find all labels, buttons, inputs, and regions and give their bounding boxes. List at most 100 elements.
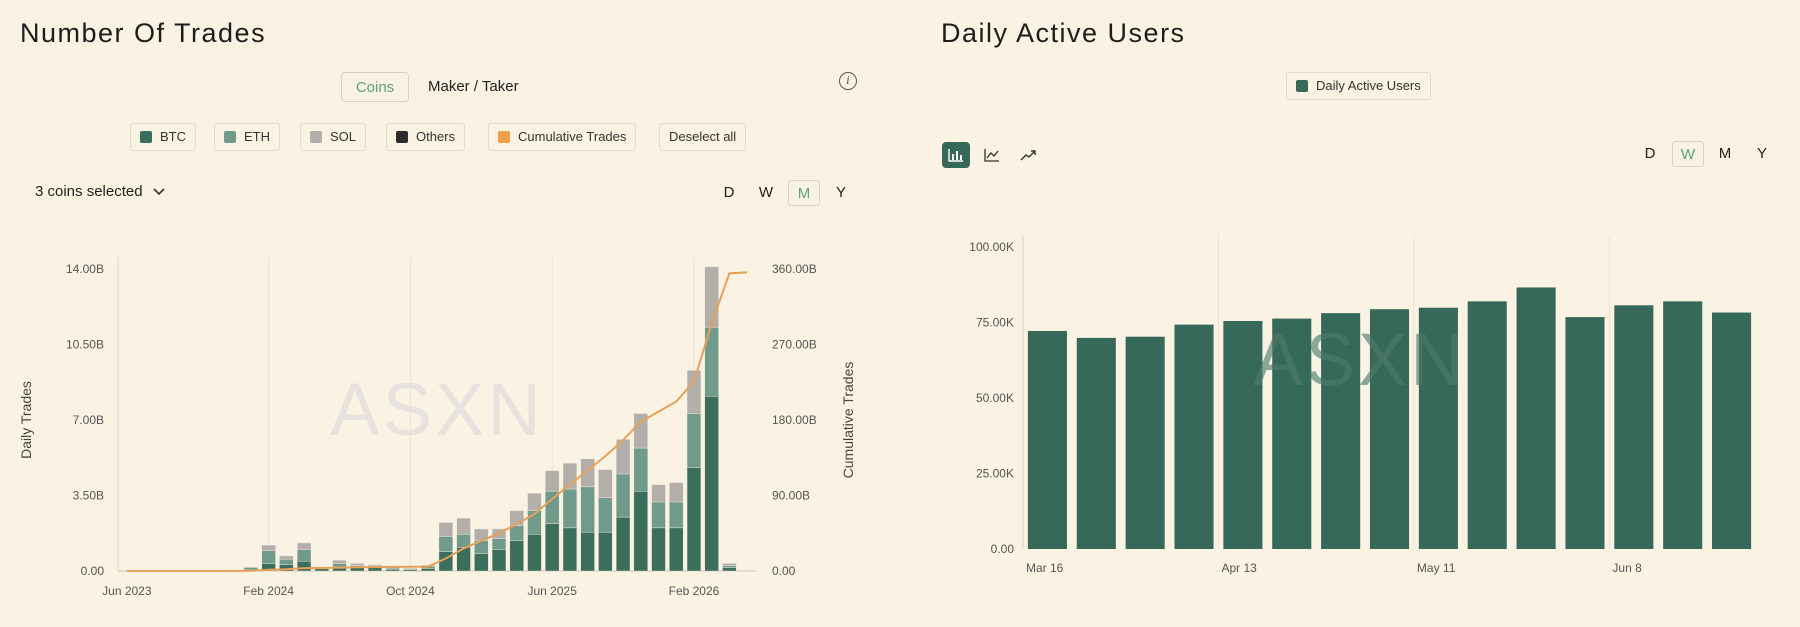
bar-daily-active-users [1076, 337, 1116, 549]
bar-daily-active-users [1321, 313, 1361, 549]
bar-daily-active-users [1369, 309, 1410, 549]
bar-btc [633, 490, 648, 572]
y-tick-label: 75.00K [976, 316, 1014, 330]
bar-daily-active-users [1272, 318, 1312, 549]
y-tick-label: 50.00K [976, 391, 1014, 405]
dau-chart: 0.00 25.00K 50.00K 75.00K 100.00K Mar 16 Apr 1… [969, 235, 1752, 575]
bar-chart-button[interactable] [942, 142, 970, 168]
bar-daily-active-users [1565, 317, 1605, 549]
bar-eth [562, 488, 578, 529]
bar-btc [704, 396, 719, 572]
bar-daily-active-users [1712, 312, 1752, 549]
line-chart-button[interactable] [978, 142, 1006, 168]
period-y[interactable]: Y [835, 184, 846, 201]
bar-daily-active-users [1125, 336, 1165, 549]
bar-sol [669, 482, 684, 503]
period-d[interactable]: D [723, 184, 735, 201]
bar-btc [722, 567, 737, 572]
bar-btc [509, 540, 524, 572]
bar-sol [580, 458, 595, 488]
bar-sol [243, 566, 259, 568]
x-tick-label: Feb 2024 [243, 584, 294, 598]
bar-sol [633, 413, 648, 449]
bar-sol [651, 484, 666, 503]
coin-selector-dropdown[interactable]: 3 coins selected [35, 183, 165, 200]
bar-eth [633, 447, 648, 492]
info-icon[interactable]: i [839, 72, 857, 90]
legend-cumulative[interactable]: Cumulative Trades [488, 123, 637, 151]
chevron-down-icon [153, 187, 165, 195]
bar-btc [545, 523, 560, 572]
period-w[interactable]: W [758, 184, 774, 201]
y2-tick-label: 180.00B [772, 413, 817, 427]
bar-sol [527, 493, 542, 511]
bar-btc [491, 549, 507, 572]
deselect-all-button[interactable]: Deselect all [659, 123, 747, 151]
legend-label: BTC [160, 129, 186, 144]
bar-sol [722, 563, 737, 566]
bar-eth [491, 538, 507, 550]
y-tick-label: 0.00 [991, 542, 1015, 556]
bar-sol [403, 567, 418, 570]
bar-eth [580, 486, 595, 533]
trend-button[interactable] [1014, 142, 1042, 168]
y-tick-label: 14.00B [66, 262, 104, 276]
y-axis-title: Daily Trades [18, 381, 34, 459]
tab-maker-taker[interactable]: Maker / Taker [428, 78, 519, 95]
legend-btc[interactable]: BTC [130, 123, 196, 151]
bar-eth [651, 501, 666, 529]
x-tick-label: Jun 8 [1612, 561, 1642, 575]
period-m[interactable]: M [1718, 145, 1732, 162]
bar-btc [598, 531, 613, 572]
tab-coins[interactable]: Coins [341, 72, 409, 102]
x-tick-label: Jun 2023 [102, 584, 152, 598]
period-m[interactable]: M [788, 180, 820, 206]
watermark-overlay: ASXN [1253, 318, 1467, 401]
legend-others[interactable]: Others [386, 123, 466, 151]
bar-eth [722, 565, 737, 568]
x-tick-label: Apr 13 [1221, 561, 1257, 575]
bar-btc [527, 534, 542, 572]
watermark: ASXN [330, 368, 544, 451]
bar-sol [367, 564, 383, 566]
bar-eth [598, 497, 613, 533]
bar-sol [438, 522, 453, 537]
bar-daily-active-users [1174, 324, 1214, 549]
trades-panel: Number Of Trades Coins Maker / Taker i B… [0, 0, 880, 627]
y2-tick-label: 360.00B [772, 262, 817, 276]
y-tick-label: 100.00K [969, 240, 1014, 254]
legend-label: Others [416, 129, 456, 144]
x-tick-label: Oct 2024 [386, 584, 435, 598]
bar-btc [474, 553, 489, 572]
x-tick-label: Feb 2026 [669, 584, 720, 598]
bar-btc [421, 568, 436, 572]
y-tick-label: 7.00B [73, 413, 104, 427]
bar-btc [651, 527, 666, 572]
legend-daily-active-users[interactable]: Daily Active Users [1286, 72, 1431, 100]
y2-axis-title: Cumulative Trades [840, 362, 856, 479]
period-d[interactable]: D [1644, 145, 1656, 162]
bar-daily-active-users [1516, 287, 1556, 549]
legend-eth[interactable]: ETH [214, 123, 280, 151]
trend-icon [1020, 150, 1036, 161]
legend-label: ETH [244, 129, 270, 144]
bar-daily-active-users [1663, 301, 1703, 549]
bar-daily-active-users [1223, 320, 1263, 549]
btc-swatch [140, 131, 152, 143]
others-swatch [396, 131, 408, 143]
bar-btc [314, 568, 329, 572]
legend-sol[interactable]: SOL [300, 123, 367, 151]
y2-tick-label: 0.00 [772, 564, 796, 578]
bar-eth [296, 549, 312, 562]
bar-btc [367, 567, 383, 572]
bar-sol [686, 370, 702, 414]
bar-daily-active-users [1027, 330, 1067, 549]
period-w[interactable]: W [1672, 141, 1704, 167]
period-y[interactable]: Y [1756, 145, 1767, 162]
x-tick-label: May 11 [1417, 561, 1456, 575]
bar-daily-active-users [1614, 305, 1654, 549]
sol-swatch [310, 131, 322, 143]
y2-tick-label: 90.00B [772, 489, 810, 503]
y2-tick-label: 270.00B [772, 338, 817, 352]
y-tick-label: 10.50B [66, 338, 104, 352]
